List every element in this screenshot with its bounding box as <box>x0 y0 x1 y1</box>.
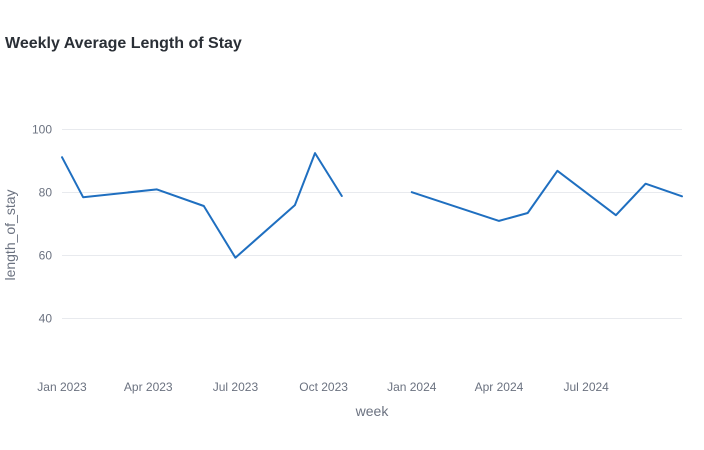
x-axis-title: week <box>355 403 390 419</box>
y-tick-labels: 40 60 80 100 <box>32 123 52 326</box>
x-tick-label: Jul 2024 <box>563 380 609 394</box>
x-tick-labels: Jan 2023 Apr 2023 Jul 2023 Oct 2023 Jan 2024… <box>37 380 609 394</box>
y-tick-label: 80 <box>39 186 53 200</box>
y-tick-label: 60 <box>39 249 53 263</box>
x-tick-label: Jan 2024 <box>387 380 437 394</box>
y-tick-label: 40 <box>39 312 53 326</box>
y-axis-title: length_of_stay <box>2 189 18 280</box>
y-tick-label: 100 <box>32 123 52 137</box>
series-line <box>61 152 683 259</box>
grid-lines <box>62 129 682 319</box>
x-tick-label: Apr 2023 <box>124 380 173 394</box>
x-tick-label: Apr 2024 <box>475 380 524 394</box>
series-layer <box>61 152 683 259</box>
chart-title: Weekly Average Length of Stay <box>5 35 242 52</box>
x-tick-label: Jan 2023 <box>37 380 87 394</box>
x-tick-label: Oct 2023 <box>299 380 348 394</box>
x-tick-label: Jul 2023 <box>213 380 259 394</box>
